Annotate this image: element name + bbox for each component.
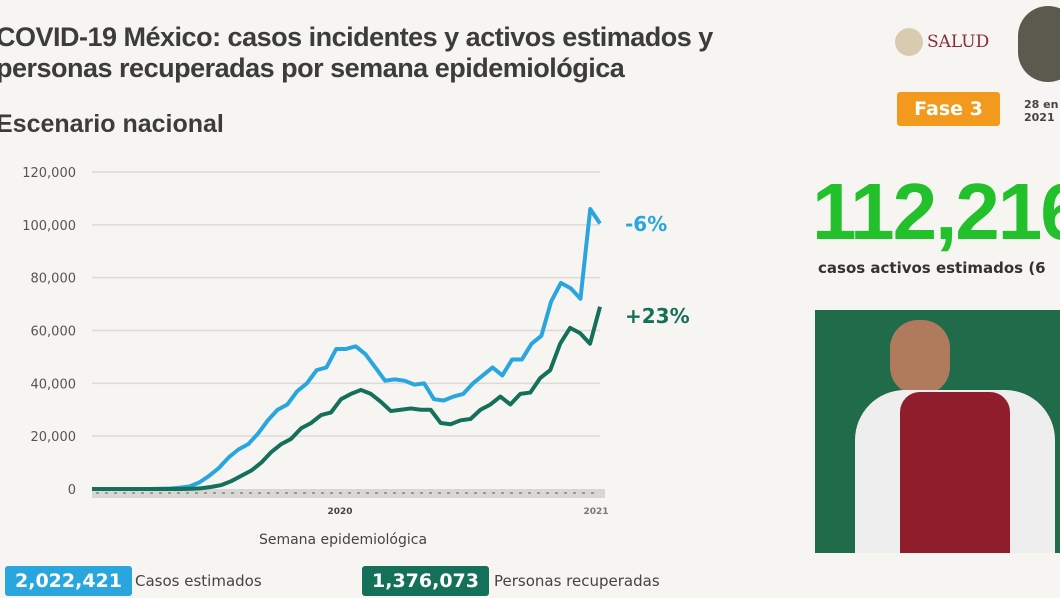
line-chart: 0 20,000 40,000 60,000 80,000 100,000 120,000 2… <box>22 166 690 548</box>
title-line-2: personas recuperadas por semana epidemio… <box>0 53 625 83</box>
date: 28 en 2021 <box>1024 98 1058 124</box>
x-tick <box>546 492 549 494</box>
x-tick <box>240 492 243 494</box>
x-tick <box>96 492 99 494</box>
x-tick <box>348 492 351 494</box>
x-tick <box>483 492 486 494</box>
logo-text: SALUD <box>927 32 990 52</box>
x-tick <box>339 492 342 494</box>
x-tick <box>330 492 333 494</box>
x-axis-label: Semana epidemiológica <box>259 532 427 548</box>
recovered-total-badge: 1,376,073 <box>362 566 489 596</box>
x-tick <box>114 492 117 494</box>
x-tick <box>456 492 459 494</box>
x-tick <box>186 492 189 494</box>
x-tick <box>519 492 522 494</box>
x-tick <box>159 492 162 494</box>
y-tick-label: 60,000 <box>31 325 77 340</box>
x-tick <box>141 492 144 494</box>
x-tick <box>591 492 594 494</box>
change-label-cases: -6% <box>625 212 667 236</box>
x-tick <box>177 492 180 494</box>
x-tick <box>195 492 198 494</box>
cases-total-badge: 2,022,421 <box>5 566 132 596</box>
y-tick-label: 20,000 <box>31 430 77 445</box>
active-cases-label: casos activos estimados (6 <box>818 259 1046 277</box>
y-tick-label: 120,000 <box>22 166 76 181</box>
x-tick-label: 2020 <box>327 507 352 517</box>
date-line-1: 28 en <box>1024 98 1059 111</box>
x-tick <box>447 492 450 494</box>
x-tick <box>429 492 432 494</box>
x-tick <box>555 492 558 494</box>
cases-total-label: Casos estimados <box>135 572 262 590</box>
x-tick <box>321 492 324 494</box>
x-tick <box>249 492 252 494</box>
y-tick-label: 80,000 <box>31 272 77 287</box>
interpreter-vest <box>900 392 1010 553</box>
x-tick <box>132 492 135 494</box>
x-tick <box>438 492 441 494</box>
x-tick <box>420 492 423 494</box>
x-tick <box>474 492 477 494</box>
interpreter-head <box>890 320 950 395</box>
salud-logo: SALUD <box>895 28 989 56</box>
emblem-icon <box>895 28 923 56</box>
change-label-recovered: +23% <box>625 304 690 328</box>
chart-title: COVID-19 México: casos incidentes y acti… <box>0 22 713 84</box>
x-tick <box>231 492 234 494</box>
x-tick <box>375 492 378 494</box>
date-line-2: 2021 <box>1024 111 1055 124</box>
x-tick <box>213 492 216 494</box>
x-tick <box>582 492 585 494</box>
x-tick <box>564 492 567 494</box>
x-tick <box>537 492 540 494</box>
x-tick <box>123 492 126 494</box>
y-tick-label: 0 <box>68 483 76 498</box>
x-tick <box>105 492 108 494</box>
x-tick-label: 2021 <box>583 507 608 517</box>
x-tick <box>528 492 531 494</box>
x-tick <box>294 492 297 494</box>
x-tick <box>411 492 414 494</box>
x-tick <box>303 492 306 494</box>
y-tick-label: 100,000 <box>22 219 76 234</box>
sign-language-interpreter-video <box>815 310 1060 553</box>
x-tick <box>366 492 369 494</box>
x-tick <box>573 492 576 494</box>
x-tick <box>465 492 468 494</box>
x-tick <box>204 492 207 494</box>
x-tick <box>510 492 513 494</box>
phase-badge: Fase 3 <box>897 92 1000 126</box>
x-tick <box>222 492 225 494</box>
recovered-total-label: Personas recuperadas <box>494 572 660 590</box>
x-tick <box>402 492 405 494</box>
x-tick <box>312 492 315 494</box>
x-tick <box>258 492 261 494</box>
title-line-1: COVID-19 México: casos incidentes y acti… <box>0 22 713 52</box>
x-tick <box>492 492 495 494</box>
x-tick <box>276 492 279 494</box>
x-tick <box>501 492 504 494</box>
scenario-subtitle: Escenario nacional <box>0 110 224 138</box>
x-tick <box>267 492 270 494</box>
x-tick <box>150 492 153 494</box>
x-tick <box>168 492 171 494</box>
x-tick <box>285 492 288 494</box>
series-line-recovered <box>92 306 602 491</box>
y-tick-label: 40,000 <box>31 377 77 392</box>
anniversary-logo-icon <box>1018 6 1060 82</box>
active-cases-value: 112,216 <box>812 167 1060 256</box>
x-tick <box>384 492 387 494</box>
x-tick <box>357 492 360 494</box>
x-tick <box>393 492 396 494</box>
